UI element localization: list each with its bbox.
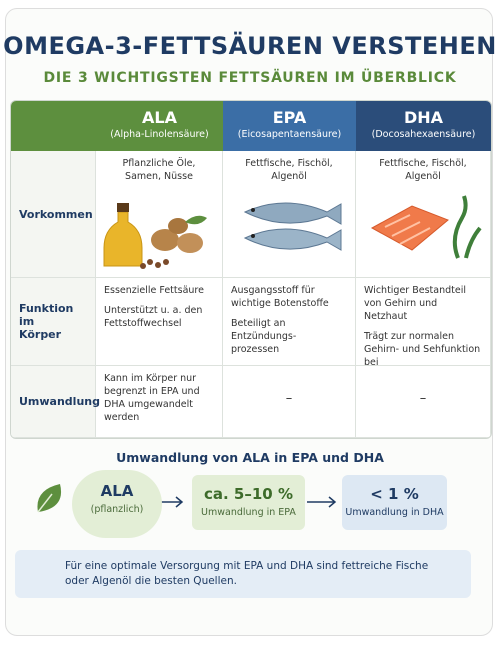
cell-line: von Gehirn und Netzhaut [364, 298, 438, 322]
paragraph: Fettfische, Fischöl, Algenöl [364, 157, 482, 183]
note-line: Für eine optimale Versorgung mit EPA und… [65, 560, 429, 572]
table-cell: Kann im Körper nur begrenzt in EPA und DHA… [96, 366, 223, 438]
column-name: DHA [403, 108, 444, 127]
paragraph: Beteiligt an Entzündungs-prozessen [231, 317, 347, 356]
note-line: oder Algenöl die besten Quellen. [65, 575, 237, 587]
cell-line: Algenöl [405, 171, 441, 182]
paragraph: Ausgangsstoff für wichtige Botenstoffe [231, 284, 347, 310]
paragraph: Fettfische, Fischöl, Algenöl [231, 157, 347, 183]
cell-line: DHA umgewandelt [104, 399, 193, 410]
step-value: < 1 % [370, 485, 419, 503]
cell-line: Algenöl [271, 171, 307, 182]
paragraph: Trägt zur normalen Gehirn- und Sehfunktio… [364, 330, 482, 369]
table-cell: Wichtiger Bestandteil von Gehirn und Netz… [356, 278, 491, 369]
info-box: Für eine optimale Versorgung mit EPA und… [15, 550, 471, 598]
step-box: ca. 5–10 % Umwandlung in EPA [192, 475, 305, 530]
cell-line: – [419, 390, 427, 406]
cell-line: Gehirn- und Sehfunktion bei [364, 344, 481, 368]
row-label: Umwandlung [11, 366, 100, 438]
paragraph: Wichtiger Bestandteil von Gehirn und Netz… [364, 284, 482, 323]
cell-line: wichtige Botenstoffe [231, 298, 329, 309]
source-name: ALA [100, 482, 134, 500]
step-box: < 1 % Umwandlung in DHA [342, 475, 447, 530]
table-cell: Fettfische, Fischöl, Algenöl [356, 151, 491, 278]
row-label-line: Körper [19, 328, 62, 341]
column-full-name: (Alpha-Linolensäure) [110, 129, 209, 140]
paragraph: – [420, 392, 427, 405]
cell-line: Wichtiger Bestandteil [364, 285, 466, 296]
cell-line: Samen, Nüsse [125, 171, 193, 182]
cell-line: prozessen [231, 344, 280, 355]
step-label: Umwandlung in DHA [345, 507, 444, 518]
cell-line: Unterstützt u. a. den [104, 305, 203, 316]
column-header: ALA (Alpha-Linolensäure) [96, 101, 223, 151]
step-label: Umwandlung in EPA [201, 507, 296, 518]
step-value: ca. 5–10 % [204, 485, 293, 503]
cell-line: begrenzt in EPA und [104, 386, 200, 397]
table-cell: Ausgangsstoff für wichtige Botenstoffe Bet… [223, 278, 356, 366]
cell-line: Ausgangsstoff für [231, 285, 315, 296]
subtitle: DIE 3 WICHTIGSTEN FETTSÄUREN IM ÜBERBLIC… [43, 70, 457, 86]
paragraph: Pflanzliche Öle, Samen, Nüsse [104, 157, 214, 183]
table: ALA (Alpha-Linolensäure) EPA (Eicosapentaen… [10, 100, 492, 439]
cell-line: Beteiligt an Entzündungs- [231, 318, 297, 342]
source-note: (pflanzlich) [90, 504, 144, 515]
cell-line: Essenzielle Fettsäure [104, 285, 204, 296]
row-label: Funktion im Körper [11, 278, 96, 366]
table-cell: Pflanzliche Öle, Samen, Nüsse [96, 151, 223, 278]
cell-line: werden [104, 412, 140, 423]
row-label-line: Vorkommen [19, 207, 93, 221]
row-label-line: Funktion im [19, 302, 74, 328]
header-corner [11, 101, 96, 151]
cell-line: Trägt zur normalen [364, 331, 454, 342]
table-cell: Essenzielle Fettsäure Unterstützt u. a. d… [96, 278, 223, 366]
table-cell: – [223, 366, 356, 438]
source-circle: ALA (pflanzlich) [72, 470, 162, 538]
paragraph: – [286, 392, 293, 405]
column-full-name: (Docosahexaensäure) [371, 129, 476, 140]
cell-line: Fettstoffwechsel [104, 318, 182, 329]
paragraph: Unterstützt u. a. den Fettstoffwechsel [104, 304, 214, 330]
row-label-line: Umwandlung [19, 395, 100, 408]
title: OMEGA-3-FETTSÄUREN VERSTEHEN [3, 32, 497, 60]
paragraph: Kann im Körper nur begrenzt in EPA und DHA… [104, 372, 214, 424]
cell-line: Fettfische, Fischöl, [379, 158, 467, 169]
table-cell: Fettfische, Fischöl, Algenöl [223, 151, 356, 278]
column-name: EPA [272, 108, 307, 127]
row-label: Vorkommen [11, 151, 96, 278]
conversion-title: Umwandlung von ALA in EPA und DHA [116, 450, 384, 465]
column-name: ALA [142, 108, 177, 127]
column-header: DHA (Docosahexaensäure) [356, 101, 491, 151]
column-full-name: (Eicosapentaensäure) [237, 129, 342, 140]
cell-line: Pflanzliche Öle, [122, 158, 196, 169]
cell-line: – [285, 390, 293, 406]
table-cell: – [356, 366, 491, 438]
column-header: EPA (Eicosapentaensäure) [223, 101, 356, 151]
paragraph: Essenzielle Fettsäure [104, 284, 214, 297]
cell-line: Fettfische, Fischöl, [245, 158, 333, 169]
cell-line: Kann im Körper nur [104, 373, 197, 384]
